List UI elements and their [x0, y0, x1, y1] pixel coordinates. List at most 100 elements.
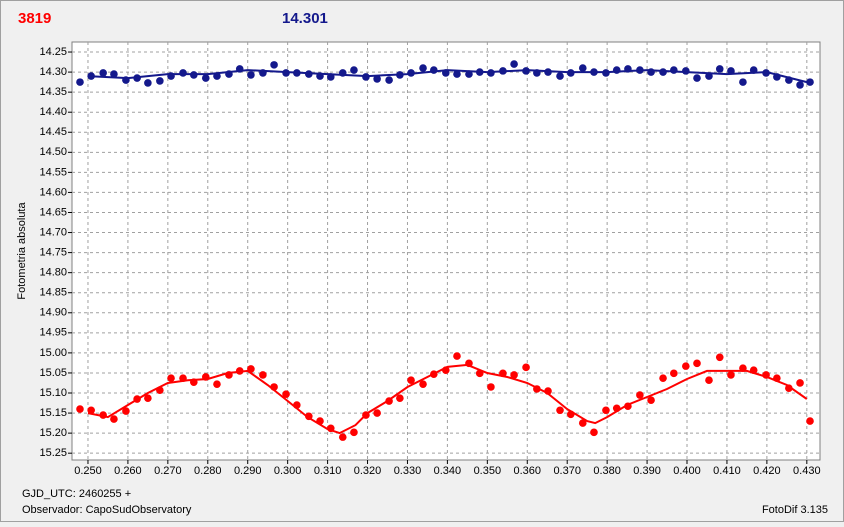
x-tick-label: 0.280 — [194, 465, 222, 477]
data-point — [99, 411, 107, 419]
data-point — [247, 71, 255, 79]
data-point — [362, 411, 370, 419]
y-tick-label: 14.80 — [39, 267, 67, 279]
data-point — [179, 374, 187, 382]
data-point — [282, 390, 290, 399]
data-point — [430, 370, 438, 378]
x-tick-label: 0.410 — [713, 465, 741, 477]
data-point — [785, 384, 793, 392]
data-point — [727, 67, 735, 75]
data-point — [602, 69, 610, 77]
header-label: 14.301 — [282, 10, 328, 27]
data-point — [510, 371, 518, 379]
data-point — [235, 367, 244, 375]
data-point — [407, 376, 415, 384]
y-tick-label: 14.85 — [39, 287, 67, 299]
data-point — [144, 394, 152, 403]
data-point — [705, 72, 713, 80]
data-point — [190, 71, 198, 79]
data-point — [110, 415, 118, 423]
y-tick-label: 14.35 — [39, 86, 67, 98]
data-point — [235, 65, 244, 73]
data-point — [305, 70, 313, 78]
data-point — [270, 383, 278, 391]
data-point — [350, 428, 358, 437]
x-tick-label: 0.300 — [274, 465, 302, 477]
data-point — [419, 64, 427, 72]
x-tick-label: 0.380 — [593, 465, 621, 477]
data-point — [396, 71, 404, 79]
data-point — [225, 70, 233, 78]
data-point — [76, 78, 84, 86]
data-point — [749, 366, 758, 374]
y-tick-label: 14.65 — [39, 206, 67, 218]
data-point — [693, 359, 701, 368]
data-point — [122, 76, 130, 84]
data-point — [533, 385, 541, 393]
data-point — [578, 64, 587, 72]
x-tick-label: 0.350 — [474, 465, 502, 477]
data-point — [270, 61, 278, 69]
data-point — [430, 66, 438, 74]
data-point — [636, 391, 644, 399]
x-tick-label: 0.420 — [753, 465, 781, 477]
y-tick-label: 14.60 — [39, 186, 67, 198]
y-tick-label: 15.10 — [39, 387, 67, 399]
data-point — [419, 380, 427, 388]
data-point — [578, 419, 587, 427]
footer-text: Observador: CapoSudObservatory — [22, 504, 192, 516]
footer-text: FotoDif 3.135 — [762, 504, 828, 516]
data-point — [305, 412, 313, 421]
data-point — [442, 366, 450, 374]
data-point — [475, 68, 484, 76]
data-point — [762, 371, 770, 379]
data-point — [385, 76, 393, 84]
data-point — [373, 409, 381, 417]
data-point — [659, 68, 667, 76]
data-point — [465, 359, 473, 368]
data-point — [796, 379, 804, 387]
x-tick-label: 0.330 — [394, 465, 422, 477]
x-tick-label: 0.400 — [673, 465, 701, 477]
data-point — [670, 369, 678, 378]
y-tick-label: 14.95 — [39, 327, 67, 339]
header-label: 3819 — [18, 10, 51, 27]
y-tick-label: 14.55 — [39, 166, 67, 178]
data-point — [259, 69, 267, 77]
y-tick-label: 14.70 — [39, 226, 67, 238]
data-point — [749, 66, 758, 74]
data-point — [167, 374, 175, 382]
data-point — [499, 369, 507, 378]
data-point — [487, 383, 495, 391]
data-point — [213, 72, 221, 80]
y-tick-label: 14.50 — [39, 146, 67, 158]
data-point — [659, 374, 667, 382]
data-point — [350, 66, 358, 74]
data-point — [510, 60, 518, 68]
y-tick-label: 14.40 — [39, 106, 67, 118]
data-point — [133, 74, 141, 82]
data-point — [293, 401, 301, 409]
data-point — [544, 387, 552, 395]
data-point — [396, 394, 404, 403]
x-tick-label: 0.260 — [114, 465, 142, 477]
data-point — [739, 364, 747, 372]
y-tick-label: 14.25 — [39, 46, 67, 58]
data-point — [624, 65, 632, 73]
data-point — [806, 78, 814, 86]
x-tick-label: 0.270 — [154, 465, 182, 477]
data-point — [110, 70, 118, 78]
x-tick-label: 0.390 — [633, 465, 661, 477]
y-tick-label: 15.15 — [39, 407, 67, 419]
data-point — [556, 72, 564, 80]
data-point — [715, 353, 724, 362]
data-point — [739, 78, 747, 86]
data-point — [465, 70, 473, 78]
x-tick-label: 0.310 — [314, 465, 342, 477]
data-point — [201, 74, 210, 82]
data-point — [282, 69, 290, 77]
data-point — [326, 424, 335, 433]
data-point — [316, 72, 324, 80]
